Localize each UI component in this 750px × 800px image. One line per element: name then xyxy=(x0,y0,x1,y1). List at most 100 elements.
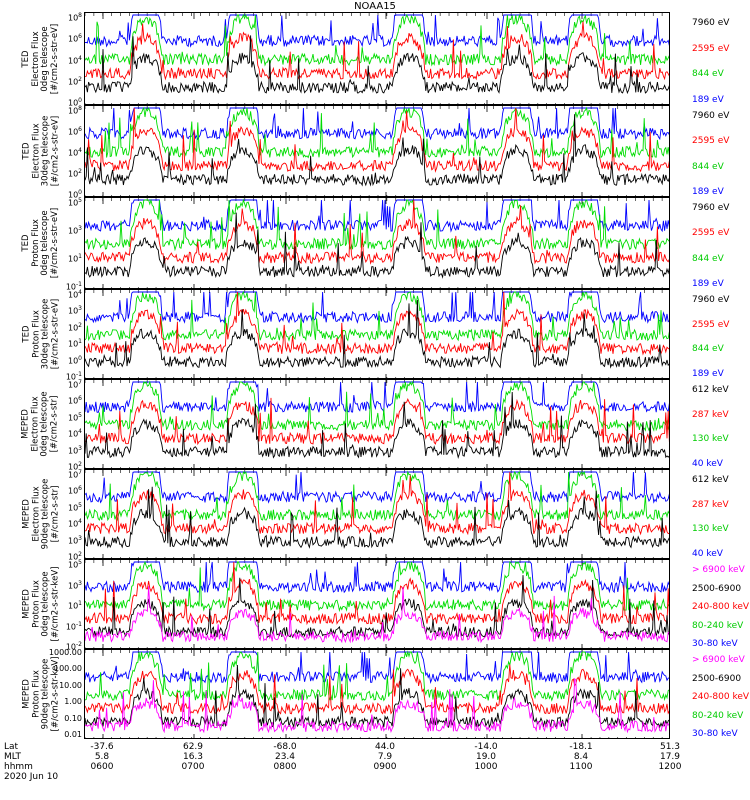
panel-6-ytick: 103 xyxy=(67,534,82,546)
panel-5-legend-entry: 130 keV xyxy=(692,434,729,445)
panel-3-plot xyxy=(84,197,670,289)
panel-2-legend-entry: 189 eV xyxy=(692,187,724,197)
panel-4-trace-4 xyxy=(85,299,669,369)
x-tick-lat: 44.0 xyxy=(374,742,396,752)
panel-8-trace-4 xyxy=(85,664,669,729)
panel-5-ytick: 105 xyxy=(67,411,82,423)
panel-2-ytick: 104 xyxy=(67,147,82,158)
panel-2-ytick: 108 xyxy=(67,105,82,116)
panel-7-legend-entry: 80-240 keV xyxy=(692,620,744,631)
panel-8-ytick: 0.01 xyxy=(64,730,82,739)
panel-1-legend-entry: 2595 eV xyxy=(692,43,730,54)
panel-6-trace-3 xyxy=(85,471,669,536)
panel-8-legend-entry: 30-80 keV xyxy=(692,729,738,739)
panel-7-trace-2 xyxy=(85,560,669,613)
panel-1-svg xyxy=(85,13,669,104)
panel-2-plot xyxy=(84,105,670,197)
panel-5-ytick: 104 xyxy=(67,428,82,439)
x-tick-hhmm: 0600 xyxy=(90,762,114,772)
panel-5-trace-2 xyxy=(85,380,669,432)
panel-4-ytick: 104 xyxy=(67,289,82,300)
panel-6-legend-entry: 130 keV xyxy=(692,524,729,535)
panel-7-trace-4 xyxy=(85,575,669,639)
panel-1-trace-4 xyxy=(85,35,669,95)
x-tick-mlt: 7.9 xyxy=(377,752,393,762)
panel-4-trace-3 xyxy=(85,291,669,356)
panel-7-ytick: 103 xyxy=(67,579,82,591)
panel-8-plot xyxy=(84,649,670,739)
x-tick-mlt: 8.4 xyxy=(573,752,589,762)
panel-3-legend-entry: 7960 eV xyxy=(692,203,730,213)
panel-2-ytick: 106 xyxy=(67,126,82,137)
x-tick-hhmm: 1000 xyxy=(474,762,498,772)
panel-7-legend-entry: 30-80 keV xyxy=(692,639,738,649)
panel-3-trace-4 xyxy=(85,212,669,279)
panel-7-legend-entry: 240-800 keV xyxy=(692,602,750,612)
panel-6-ylabel-line: MEPED xyxy=(21,499,31,529)
panel-2-ylabel-line: TED xyxy=(21,142,31,160)
panel-1-ytick: 106 xyxy=(67,33,82,44)
panel-4-svg xyxy=(85,290,669,378)
panel-1-ylabel-line: TED xyxy=(21,49,31,68)
panel-4-ytick: 100 xyxy=(67,354,82,366)
panel-8-ylabel-line: MEPED xyxy=(21,679,31,709)
panel-7-ytick: 10-1 xyxy=(65,620,82,632)
panel-5-ytick: 106 xyxy=(67,395,82,407)
panel-7-trace-3 xyxy=(85,561,669,626)
panel-2-ytick: 102 xyxy=(67,168,82,179)
panel-3-trace-1 xyxy=(85,199,669,233)
panel-1-legend-entry: 189 eV xyxy=(692,95,724,105)
date-label: 2020 Jun 10 xyxy=(4,772,59,782)
x-tick-mlt: 17.9 xyxy=(659,752,681,762)
panel-1-legend-entry: 7960 eV xyxy=(692,18,730,28)
panel-4-ylabel-line: TED xyxy=(21,325,31,343)
x-tick-lat: -68.0 xyxy=(273,742,297,752)
panel-5-plot xyxy=(84,379,670,469)
panel-6-ytick: 104 xyxy=(67,518,82,529)
panel-4-legend-entry: 844 eV xyxy=(692,344,724,355)
panel-4-trace-1 xyxy=(85,291,669,324)
panel-4-legend-entry: 2595 eV xyxy=(692,319,730,330)
x-tick-hhmm: 1100 xyxy=(569,762,593,772)
panel-4-ytick: 102 xyxy=(67,321,82,333)
panel-3-legend-entry: 844 eV xyxy=(692,253,724,264)
panel-4-legend-entry: 189 eV xyxy=(692,369,724,379)
panel-7-trace-5 xyxy=(85,586,669,644)
panel-6-legend-entry: 287 keV xyxy=(692,499,729,510)
panel-3-ylabel-line: [#/cm2-s-str-eV] xyxy=(49,207,60,279)
x-tick-mlt: 19.0 xyxy=(475,752,497,762)
panel-8-trace-5 xyxy=(85,677,669,734)
x-tick-mlt: 16.3 xyxy=(182,752,204,762)
x-tick-mlt: 5.8 xyxy=(94,752,110,762)
panel-3-ytick: 101 xyxy=(67,253,82,264)
panel-1-ytick: 104 xyxy=(67,54,82,66)
x-row-label-hhmm: hhmm xyxy=(4,762,33,772)
panel-8-ytick: 100.00 xyxy=(54,664,82,674)
panel-8-ytick: 0.10 xyxy=(64,713,82,723)
panel-4-ytick: 101 xyxy=(67,338,82,349)
panel-7-legend-entry: > 6900 keV xyxy=(692,565,745,575)
panel-1-trace-3 xyxy=(85,21,669,81)
x-tick-hhmm: 1200 xyxy=(658,762,682,772)
panel-8-ytick: 10.00 xyxy=(59,680,82,690)
x-tick-lat: -14.0 xyxy=(474,742,498,752)
panel-1-trace-2 xyxy=(85,13,669,67)
panel-8-ytick: 1000.00 xyxy=(48,648,82,657)
panel-5-ytick: 103 xyxy=(67,444,82,456)
panel-5-svg xyxy=(85,380,669,468)
panel-1-ytick: 108 xyxy=(67,12,82,23)
panel-5-legend-entry: 287 keV xyxy=(692,409,729,420)
panel-6-ytick: 102 xyxy=(67,551,82,562)
panel-3-trace-2 xyxy=(85,198,669,252)
panel-4-ytick: 103 xyxy=(67,305,82,317)
panel-8-trace-1 xyxy=(85,651,669,685)
panel-8-trace-2 xyxy=(85,650,669,702)
panel-4-ytick: 10-1 xyxy=(65,371,82,382)
panel-5-legend-entry: 612 keV xyxy=(692,385,729,395)
panel-3-ytick: 105 xyxy=(67,197,82,208)
panel-7-ylabel-line: MEPED xyxy=(21,589,31,619)
panel-5-ytick: 107 xyxy=(67,379,82,390)
panel-3-legend-entry: 189 eV xyxy=(692,279,724,289)
panel-1-ytick: 102 xyxy=(67,75,82,87)
panel-1-legend-entry: 844 eV xyxy=(692,69,724,80)
